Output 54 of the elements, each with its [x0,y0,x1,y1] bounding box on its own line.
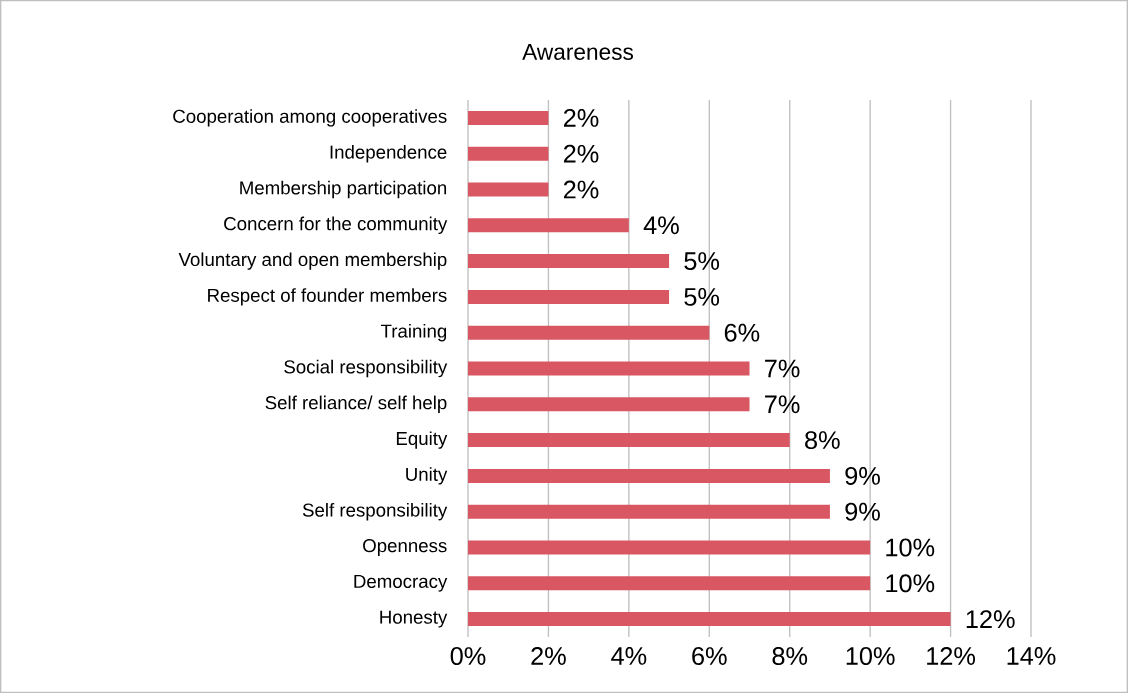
data-label: 6% [724,323,760,342]
y-tick-label: Membership participation [240,180,447,199]
bar [468,504,830,519]
bar [468,433,790,448]
data-label: 2% [563,180,599,199]
y-tick-label: Voluntary and open membership [178,252,447,270]
bar [468,540,871,555]
y-tick-label: Respect of founder members [208,288,447,306]
x-tick-label: 10% [846,647,895,665]
data-label: 9% [845,502,880,521]
bar [468,612,951,627]
y-tick-label: Concern for the community [224,216,448,234]
data-label: 10% [886,538,935,557]
y-tick-label: Openness [363,539,447,556]
y-tick-label: Self responsibility [302,503,448,521]
x-tick-label: 6% [692,647,727,665]
data-label: 7% [765,359,800,378]
y-tick-label: Equity [396,431,448,449]
bar [468,289,670,304]
data-label: 7% [765,395,800,414]
bar [468,254,670,269]
y-tick-label: Independence [330,145,447,163]
x-tick-label: 2% [531,647,566,665]
data-label: 5% [684,288,720,306]
y-tick-label: Social responsibility [284,359,448,378]
x-tick-label: 4% [611,647,647,665]
data-label: 8% [805,431,840,450]
bar [468,397,750,412]
bar [468,110,549,125]
y-tick-label: Democracy [354,574,448,592]
x-tick-label: 14% [1007,647,1056,665]
bar [468,146,549,161]
chart-title: Awareness [522,44,634,60]
bar [468,468,830,483]
y-tick-label: Honesty [380,610,448,628]
data-label: 2% [563,144,599,163]
data-label: 5% [684,252,720,271]
x-tick-label: 0% [450,647,486,665]
x-tick-label: 8% [772,647,808,665]
data-label: 4% [643,216,679,235]
data-label: 10% [886,574,935,593]
data-label: 12% [966,610,1015,629]
data-label: 9% [845,466,880,485]
y-tick-label: Unity [406,467,448,485]
y-tick-label: Training [380,324,447,342]
bar [468,576,871,591]
x-tick-label: 12% [927,647,976,665]
y-tick-label: Cooperation among cooperatives [173,109,447,127]
data-label: 2% [563,108,599,127]
bar [468,218,629,233]
y-tick-label: Self reliance/ self help [265,395,447,413]
bar [468,325,710,340]
bar [468,182,549,197]
bar [468,361,750,376]
